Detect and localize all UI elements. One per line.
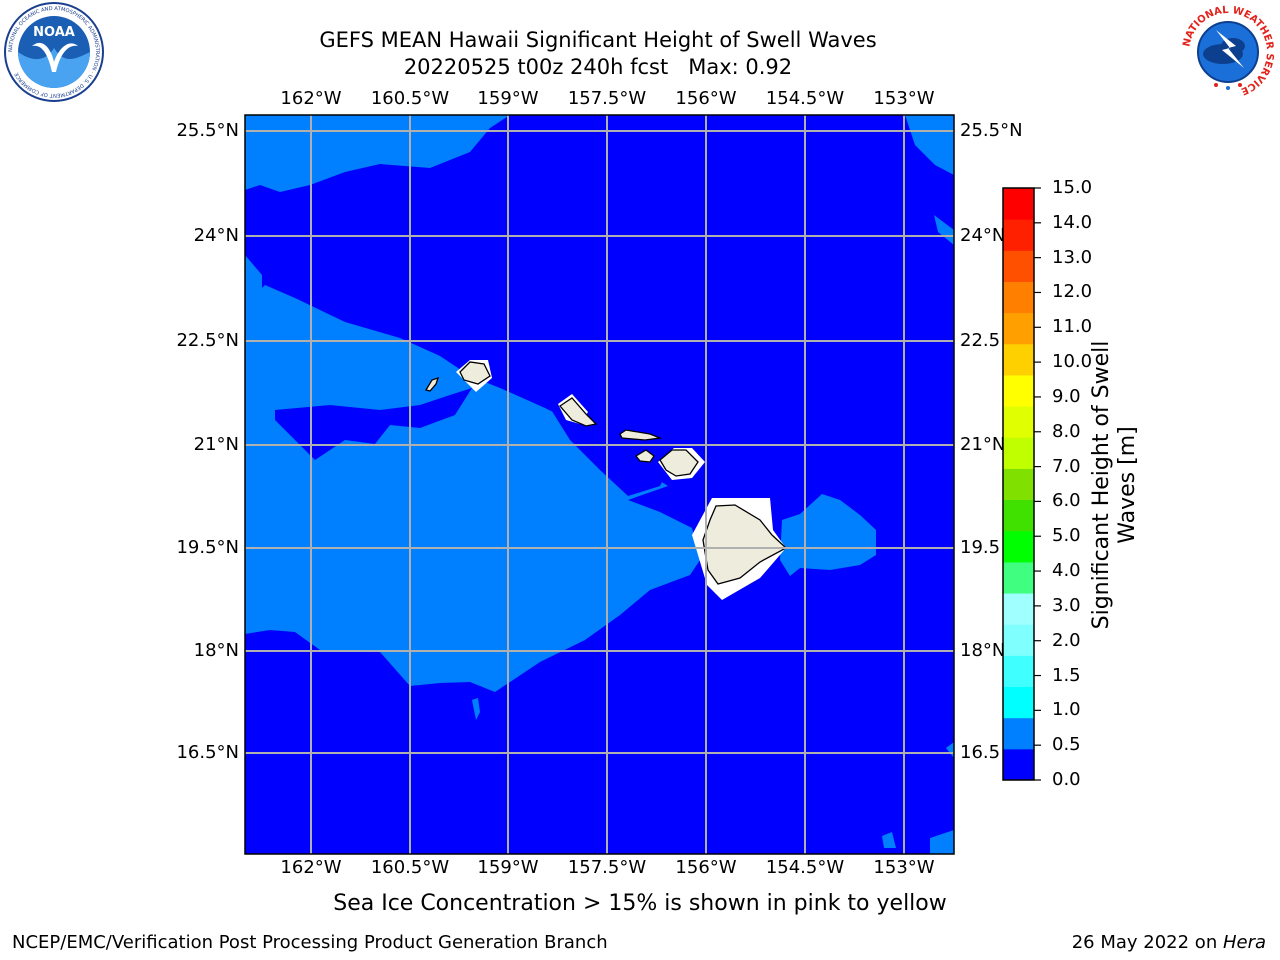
lat-tick-label-left: 22.5°N [176, 330, 239, 351]
colorbar-tick-label: 4.0 [1052, 560, 1081, 582]
lat-tick-label-left: 21°N [193, 434, 239, 455]
sea-ice-note: Sea Ice Concentration > 15% is shown in … [333, 891, 947, 916]
colorbar-segment [1003, 561, 1034, 594]
colorbar-tick-label: 6.0 [1052, 490, 1081, 512]
colorbar-tick-label: 5.0 [1052, 525, 1081, 547]
swell-dark-intrusion [275, 388, 472, 460]
colorbar-tick-label: 15.0 [1052, 177, 1093, 198]
island-oahu [559, 397, 598, 427]
nws-logo: NATIONAL WEATHER SERVICE [1178, 2, 1278, 106]
lat-tick-label-right: 22.5 [960, 330, 1001, 351]
lat-tick-label-right: 21°N [960, 434, 1006, 455]
chart-subtitle: 20220525 t00z 240h fcst Max: 0.92 [403, 55, 793, 79]
lon-tick-label-bottom: 157.5°W [567, 857, 647, 878]
lat-tick-label-right: 16.5 [960, 742, 1001, 763]
island-niihau [424, 376, 440, 392]
colorbar-segment [1003, 499, 1034, 532]
lon-tick-label-bottom: 159°W [477, 857, 539, 878]
colorbar-segment [1003, 250, 1034, 282]
colorbar-tick-label: 1.5 [1052, 664, 1081, 686]
island-lanai [635, 449, 655, 463]
lat-tick-label-right: 25.5°N [960, 120, 1023, 141]
swell-patch-southeast [882, 742, 954, 854]
colorbar-segment [1003, 748, 1034, 781]
colorbar-segment [1003, 219, 1034, 251]
colorbar [1003, 188, 1034, 781]
colorbar-segment [1003, 406, 1034, 438]
colorbar-tick-label: 8.0 [1052, 420, 1081, 442]
lon-tick-label-top: 157.5°W [567, 88, 647, 109]
lat-tick-label-left: 25.5°N [176, 120, 239, 141]
colorbar-tick-label: 2.0 [1052, 629, 1081, 651]
noaa-logo: NATIONAL OCEANIC AND ATMOSPHERIC ADMINIS… [2, 2, 106, 106]
colorbar-tick-label: 9.0 [1052, 385, 1081, 407]
island-big-island [702, 504, 788, 585]
island-maui [659, 449, 699, 477]
colorbar-tick-label: 0.0 [1052, 769, 1081, 790]
lon-tick-label-top: 153°W [873, 88, 935, 109]
svg-text:NOAA: NOAA [33, 25, 75, 40]
lat-tick-label-left: 24°N [193, 225, 239, 246]
colorbar-segment [1003, 624, 1034, 656]
lon-tick-label-top: 156°W [675, 88, 737, 109]
colorbar-segment [1003, 437, 1034, 469]
swell-band-central [245, 255, 700, 692]
footer-date: 26 May 2022 on Hera [1071, 932, 1266, 953]
colorbar-segment [1003, 188, 1034, 220]
lat-tick-label-left: 18°N [193, 640, 239, 661]
island-molokai [619, 429, 663, 441]
lon-tick-label-bottom: 160.5°W [370, 857, 450, 878]
lat-tick-label-right: 19.5 [960, 537, 1001, 558]
lon-tick-label-bottom: 156°W [675, 857, 737, 878]
colorbar-segment [1003, 655, 1034, 688]
lat-tick-label-right: 18°N [960, 640, 1006, 661]
colorbar-tick-label: 3.0 [1052, 594, 1081, 616]
colorbar-segment [1003, 686, 1034, 719]
lon-tick-label-top: 160.5°W [370, 88, 450, 109]
colorbar-segment [1003, 343, 1034, 376]
lat-tick-label-left: 16.5°N [176, 742, 239, 763]
colorbar-tick-label: 11.0 [1052, 316, 1093, 338]
colorbar-ticks [1034, 187, 1041, 781]
colorbar-segment [1003, 312, 1034, 345]
lon-tick-label-top: 154.5°W [765, 88, 845, 109]
colorbar-tick-label: 10.0 [1052, 351, 1093, 373]
colorbar-segment [1003, 530, 1034, 563]
map-frame [244, 114, 955, 855]
colorbar-tick-label: 7.0 [1052, 455, 1081, 477]
lon-tick-label-bottom: 154.5°W [765, 857, 845, 878]
island-kauai [459, 361, 491, 385]
colorbar-segment [1003, 281, 1034, 314]
lon-tick-label-bottom: 153°W [873, 857, 935, 878]
colorbar-segment [1003, 593, 1034, 625]
swell-patch-south [472, 698, 480, 720]
footer-credit: NCEP/EMC/Verification Post Processing Pr… [12, 932, 608, 953]
lon-tick-label-top: 159°W [477, 88, 539, 109]
swell-band-northeast-small [934, 215, 954, 245]
chart-title: GEFS MEAN Hawaii Significant Height of S… [319, 28, 877, 52]
colorbar-tick-label: 12.0 [1052, 281, 1093, 303]
colorbar-tick-label: 1.0 [1052, 699, 1081, 721]
colorbar-frame [1002, 187, 1035, 781]
colorbar-segment [1003, 468, 1034, 501]
colorbar-tick-label: 0.5 [1052, 734, 1081, 756]
colorbar-tick-label: 13.0 [1052, 246, 1093, 268]
colorbar-tick-label: 14.0 [1052, 211, 1093, 233]
lon-tick-label-top: 162°W [280, 88, 342, 109]
colorbar-segment [1003, 717, 1034, 750]
lat-tick-label-left: 19.5°N [176, 537, 239, 558]
lon-tick-label-bottom: 162°W [280, 857, 342, 878]
hawaiian-islands [424, 361, 788, 585]
lat-tick-label-right: 24°N [960, 225, 1006, 246]
colorbar-segment [1003, 374, 1034, 407]
map-gridlines [245, 115, 954, 854]
